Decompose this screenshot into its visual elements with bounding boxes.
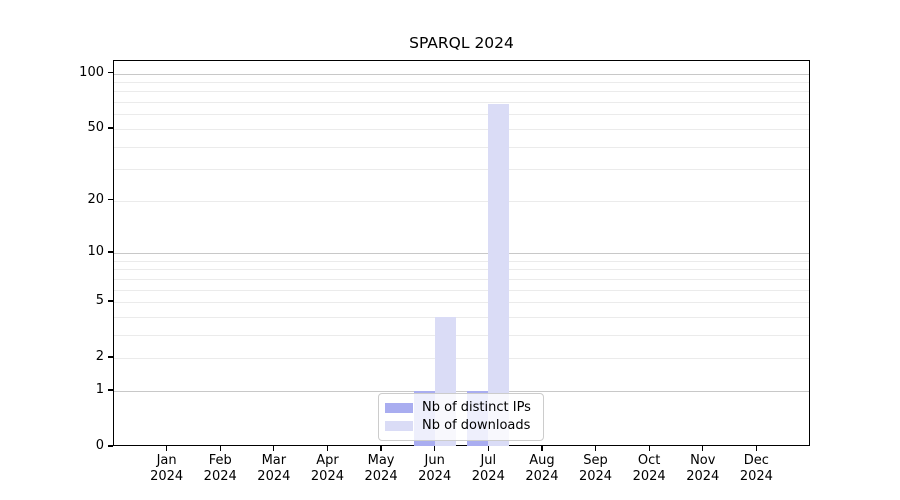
x-tick-label: Jan 2024 (150, 453, 184, 484)
x-tick-mark (648, 446, 650, 451)
legend-label: Nb of distinct IPs (422, 400, 531, 415)
bar-downloads (488, 104, 510, 446)
y-tick-mark (108, 389, 113, 391)
y-tick-label: 2 (95, 349, 104, 365)
gridline-minor (114, 289, 809, 291)
gridline-minor (114, 302, 809, 304)
y-tick-mark (108, 71, 113, 74)
y-tick-label: 20 (87, 191, 104, 207)
gridline-minor (114, 278, 809, 280)
gridline-minor (114, 82, 809, 84)
x-tick-mark (487, 446, 489, 451)
legend: Nb of distinct IPs Nb of downloads (378, 393, 544, 441)
x-tick-mark (380, 446, 382, 451)
gridline-major (114, 73, 809, 75)
legend-swatch-distinct-ips (385, 402, 413, 414)
y-tick-mark (108, 251, 113, 253)
x-tick-label: Jun 2024 (418, 453, 452, 484)
gridline-minor (114, 260, 809, 262)
legend-swatch-downloads (385, 420, 413, 432)
x-tick-label: May 2024 (364, 453, 398, 484)
y-tick-label: 5 (95, 293, 104, 309)
x-tick-mark (326, 446, 329, 451)
x-tick-label: Nov 2024 (686, 453, 720, 484)
y-tick-label: 100 (79, 64, 104, 80)
y-tick-mark (108, 445, 113, 447)
gridline-minor (114, 269, 809, 271)
legend-label: Nb of downloads (422, 418, 531, 433)
gridline-major (114, 390, 809, 392)
x-tick-mark (165, 446, 168, 451)
gridline-minor (114, 102, 809, 104)
x-tick-mark (594, 446, 597, 451)
y-tick-mark (108, 356, 113, 358)
x-tick-mark (219, 446, 221, 451)
y-tick-label: 0 (95, 438, 104, 453)
x-tick-mark (541, 446, 543, 451)
x-tick-label: Sep 2024 (578, 453, 613, 484)
y-tick-label: 10 (87, 243, 104, 259)
gridline-major (114, 252, 809, 254)
gridline-minor (114, 169, 809, 171)
x-tick-label: Dec 2024 (739, 453, 773, 484)
gridline-minor (114, 146, 809, 148)
x-tick-label: Oct 2024 (632, 453, 666, 484)
gridline-minor (114, 91, 809, 93)
gridline-minor (114, 358, 809, 360)
x-tick-label: Feb 2024 (203, 453, 237, 484)
x-tick-label: Jul 2024 (471, 453, 505, 484)
x-tick-label: Apr 2024 (310, 453, 344, 484)
y-tick-mark (108, 300, 113, 302)
x-tick-label: Aug 2024 (525, 453, 559, 484)
x-tick-mark (434, 446, 436, 451)
y-tick-mark (108, 127, 113, 129)
gridline-minor (114, 316, 809, 318)
x-tick-label: Mar 2024 (257, 453, 291, 484)
y-tick-mark (108, 199, 113, 201)
y-tick-label: 50 (87, 119, 104, 135)
legend-row: Nb of downloads (385, 417, 536, 435)
x-tick-mark (702, 446, 704, 451)
gridline-minor (114, 128, 809, 130)
gridline-minor (114, 334, 809, 336)
x-tick-mark (755, 446, 758, 451)
gridline-minor (114, 200, 809, 202)
legend-row: Nb of distinct IPs (385, 399, 536, 417)
x-tick-mark (273, 446, 275, 451)
plot-area (113, 60, 810, 446)
chart-title: SPARQL 2024 (409, 34, 514, 52)
gridline-minor (114, 114, 809, 116)
y-tick-label: 1 (95, 381, 104, 397)
